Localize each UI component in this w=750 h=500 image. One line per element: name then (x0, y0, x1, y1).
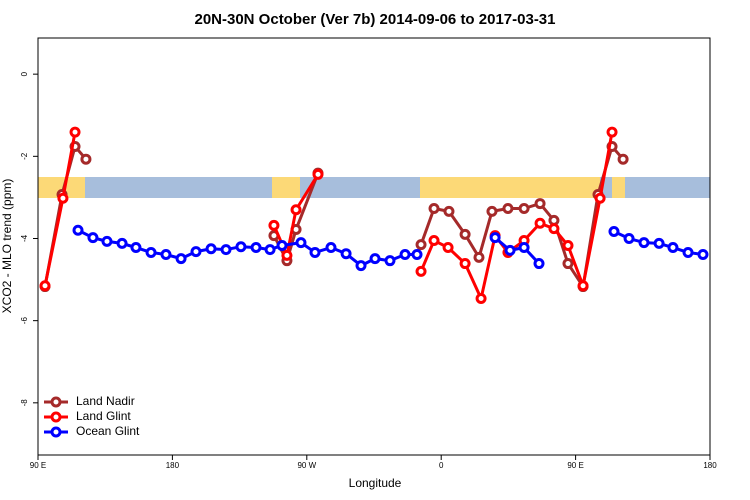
data-point (667, 242, 679, 254)
data-point (428, 202, 440, 214)
map-ocean (38, 177, 710, 198)
y-tick-label: -2 (20, 152, 29, 160)
data-point (268, 219, 280, 231)
data-point (594, 192, 606, 204)
data-point (617, 153, 629, 165)
y-tick-label: 0 (20, 71, 29, 76)
data-point (312, 168, 324, 180)
data-point (415, 265, 427, 277)
map-land (272, 177, 300, 198)
data-point (399, 249, 411, 261)
data-point (69, 126, 81, 138)
data-point (443, 205, 455, 217)
data-point (281, 249, 293, 261)
data-point (533, 258, 545, 270)
data-point (145, 246, 157, 258)
data-point (87, 232, 99, 244)
x-tick-label: 180 (166, 461, 180, 470)
data-point (442, 242, 454, 254)
data-point (548, 223, 560, 235)
y-tick-label: -6 (20, 317, 29, 325)
data-point (504, 244, 516, 256)
legend-label: Ocean Glint (76, 424, 140, 438)
data-point (355, 260, 367, 272)
data-point (101, 235, 113, 247)
data-point (384, 255, 396, 267)
data-point (80, 153, 92, 165)
data-point (682, 246, 694, 258)
data-point (325, 242, 337, 254)
y-tick-label: -8 (20, 399, 29, 407)
data-point (608, 226, 620, 238)
data-point (116, 237, 128, 249)
map-band (38, 177, 710, 198)
data-point (428, 235, 440, 247)
plot-box (37, 37, 711, 456)
series-line (43, 131, 614, 300)
data-point (264, 244, 276, 256)
legend-marker (50, 411, 62, 423)
data-point (411, 249, 423, 261)
data-point (220, 244, 232, 256)
data-point (577, 280, 589, 292)
x-axis-label: Longitude (349, 476, 402, 490)
data-point (415, 239, 427, 251)
data-point (459, 228, 471, 240)
data-point (130, 242, 142, 254)
data-point (606, 126, 618, 138)
x-tick-label: 0 (439, 461, 444, 470)
data-point (475, 292, 487, 304)
x-tick-label: 90 W (297, 461, 316, 470)
legend-marker (50, 396, 62, 408)
data-point (534, 217, 546, 229)
legend-marker (50, 426, 62, 438)
x-tick-label: 90 E (30, 461, 46, 470)
data-point (276, 239, 288, 251)
data-point (72, 224, 84, 236)
data-point (518, 202, 530, 214)
data-point (295, 237, 307, 249)
map-land (38, 177, 85, 198)
data-point (459, 258, 471, 270)
data-point (486, 205, 498, 217)
data-point (562, 258, 574, 270)
data-point (562, 239, 574, 251)
data-point (534, 198, 546, 210)
data-point (369, 253, 381, 265)
legend-label: Land Nadir (76, 394, 135, 408)
map-land (612, 177, 625, 198)
data-point (502, 202, 514, 214)
legend-label: Land Glint (76, 409, 131, 423)
data-point (250, 242, 262, 254)
data-point (518, 242, 530, 254)
data-point (190, 246, 202, 258)
data-point (235, 241, 247, 253)
map-land (420, 177, 600, 198)
data-point (623, 232, 635, 244)
data-point (57, 192, 69, 204)
data-point (160, 249, 172, 261)
data-point (489, 232, 501, 244)
y-axis-label: XCO2 - MLO trend (ppm) (0, 179, 14, 314)
data-point (653, 237, 665, 249)
data-point (205, 243, 217, 255)
data-point (340, 248, 352, 260)
data-point (473, 251, 485, 263)
data-point (39, 280, 51, 292)
data-point (290, 204, 302, 216)
y-tick-label: -4 (20, 234, 29, 242)
data-point (175, 253, 187, 265)
data-point (638, 237, 650, 249)
x-tick-label: 90 E (567, 461, 583, 470)
data-point (309, 246, 321, 258)
chart-title: 20N-30N October (Ver 7b) 2014-09-06 to 2… (194, 11, 555, 28)
x-tick-label: 180 (703, 461, 717, 470)
data-point (697, 249, 709, 261)
